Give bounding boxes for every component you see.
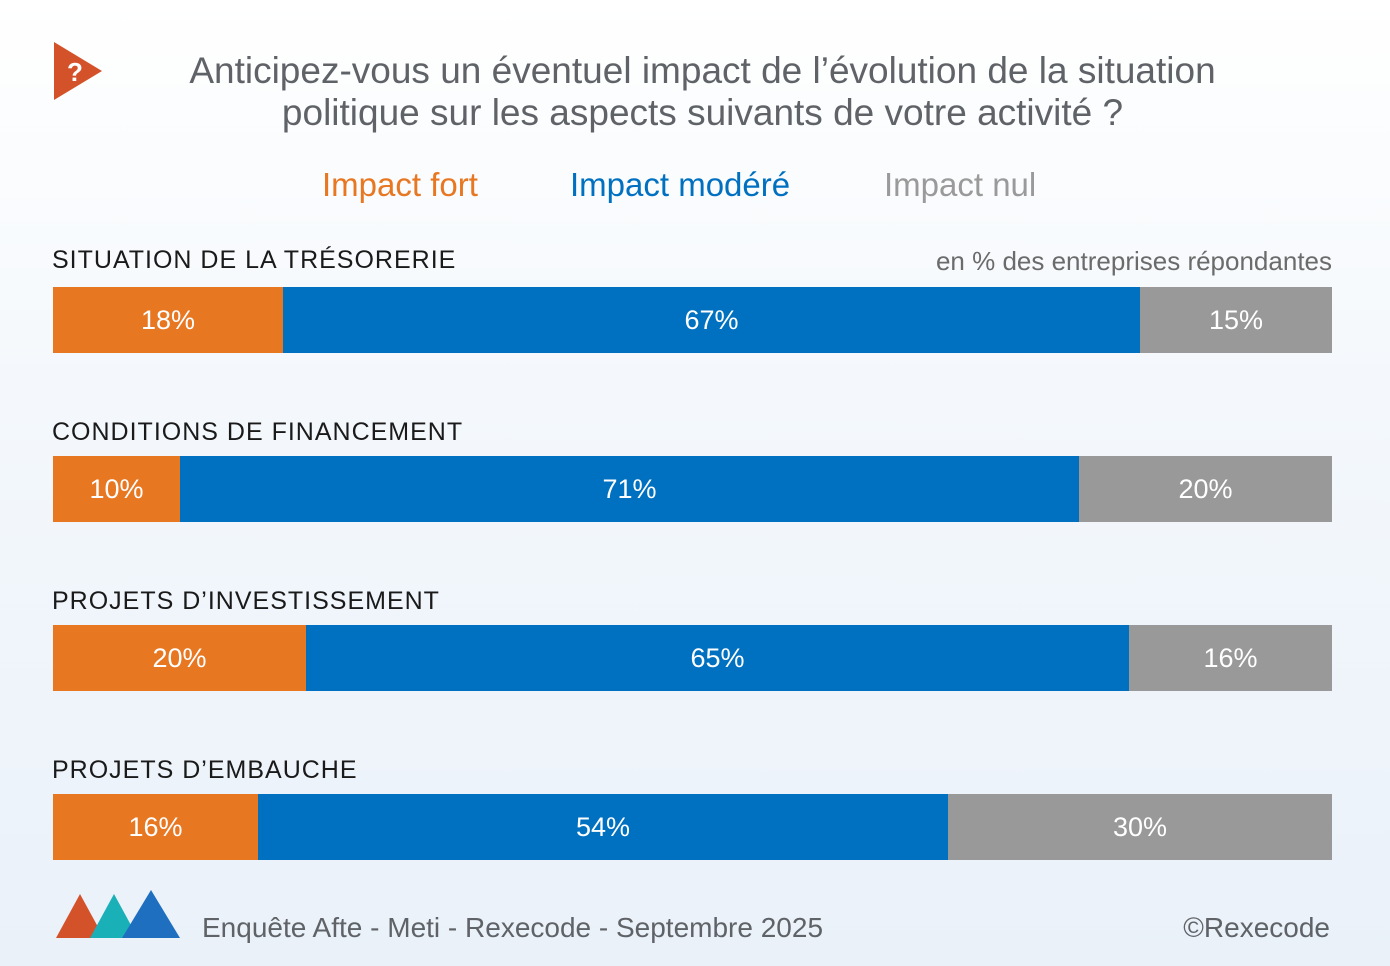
data-label: 54% bbox=[575, 811, 631, 842]
unit-note: en % des entreprises répondantes bbox=[935, 246, 1332, 276]
bar-segment-modere: 54% bbox=[258, 794, 948, 860]
category-label: CONDITIONS DE FINANCEMENT bbox=[52, 418, 464, 446]
data-label: 16% bbox=[128, 811, 183, 842]
legend-impact-modere: Impact modéré bbox=[570, 166, 791, 203]
legend-impact-nul: Impact nul bbox=[884, 166, 1037, 203]
stacked-bar: 10% 71% 20% bbox=[53, 456, 1332, 522]
chart-title: Anticipez-vous un éventuel impact de l’é… bbox=[110, 50, 1295, 134]
bar-segment-fort: 20% bbox=[53, 625, 306, 691]
copyright-text: ©Rexecode bbox=[1183, 912, 1330, 943]
svg-text:?: ? bbox=[67, 57, 83, 87]
data-label: 67% bbox=[684, 304, 739, 335]
data-label: 20% bbox=[1178, 473, 1233, 504]
bar-segment-nul: 15% bbox=[1140, 287, 1332, 353]
bar-segment-modere: 71% bbox=[180, 456, 1079, 522]
bar-segment-modere: 67% bbox=[283, 287, 1140, 353]
chart-title-line-1: Anticipez-vous un éventuel impact de l’é… bbox=[189, 50, 1216, 91]
category-label: SITUATION DE LA TRÉSORERIE bbox=[52, 246, 457, 274]
stacked-bar: 18% 67% 15% bbox=[53, 287, 1332, 353]
data-label: 15% bbox=[1208, 304, 1264, 335]
bar-segment-modere: 65% bbox=[306, 625, 1129, 691]
bar-segment-fort: 10% bbox=[53, 456, 180, 522]
question-mark-icon: ? bbox=[54, 42, 102, 100]
legend-impact-fort: Impact fort bbox=[322, 166, 478, 203]
bar-segment-fort: 18% bbox=[53, 287, 283, 353]
rexecode-logo bbox=[56, 890, 180, 938]
data-label: 16% bbox=[1203, 642, 1258, 673]
data-label: 10% bbox=[89, 473, 144, 504]
data-label: 18% bbox=[140, 304, 196, 335]
bar-segment-nul: 16% bbox=[1129, 625, 1332, 691]
stacked-bar: 20% 65% 16% bbox=[53, 625, 1332, 691]
category-label: PROJETS D’INVESTISSEMENT bbox=[52, 587, 440, 615]
stacked-bar: 16% 54% 30% bbox=[53, 794, 1332, 860]
category-label: PROJETS D’EMBAUCHE bbox=[52, 756, 358, 784]
data-label: 65% bbox=[690, 642, 745, 673]
data-label: 30% bbox=[1112, 811, 1168, 842]
bar-segment-nul: 30% bbox=[948, 794, 1332, 860]
data-label: 20% bbox=[152, 642, 207, 673]
chart-title-line-2: politique sur les aspects suivants de vo… bbox=[281, 92, 1124, 133]
bar-segment-nul: 20% bbox=[1079, 456, 1332, 522]
data-label: 71% bbox=[602, 473, 657, 504]
bar-segment-fort: 16% bbox=[53, 794, 258, 860]
source-text: Enquête Afte - Meti - Rexecode - Septemb… bbox=[202, 912, 824, 943]
